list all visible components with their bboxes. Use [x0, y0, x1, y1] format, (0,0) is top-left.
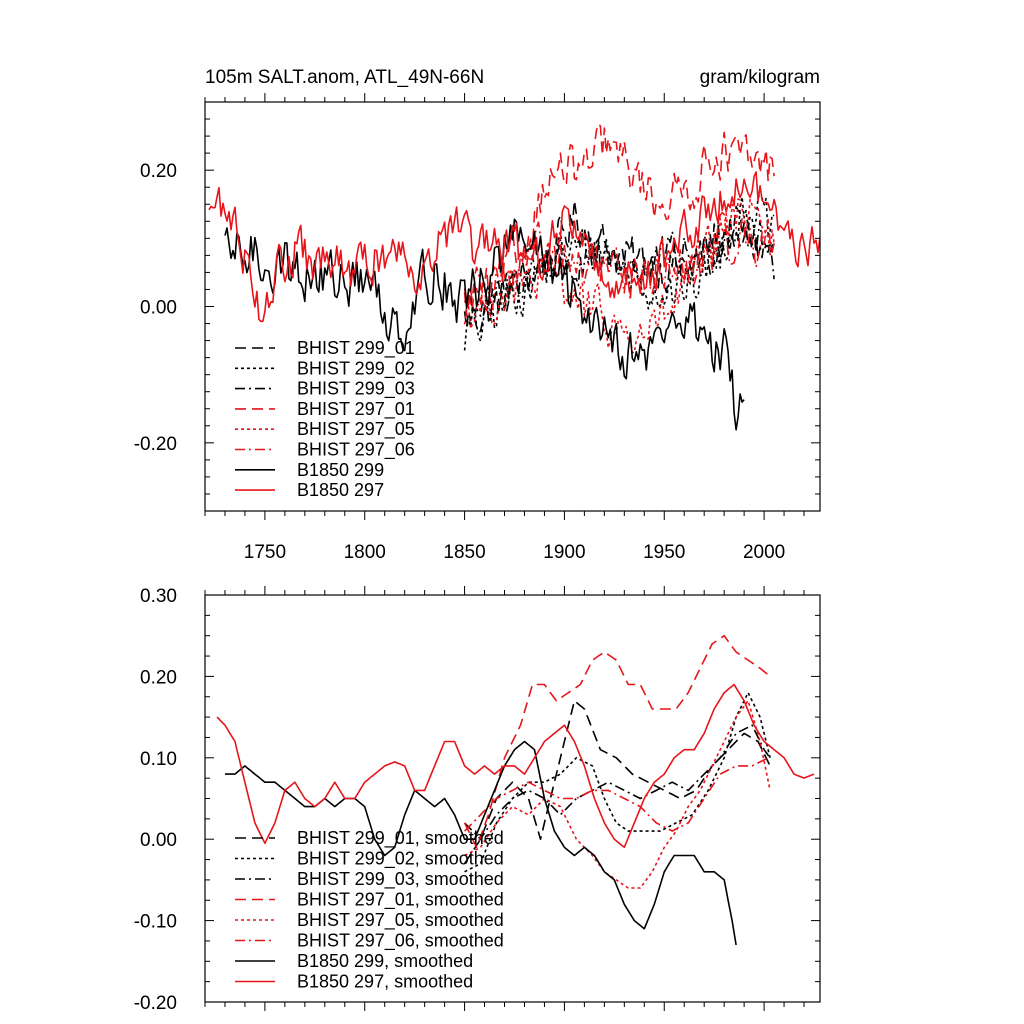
top-legend-label: BHIST 299_02: [297, 358, 415, 379]
bottom-series-bhist-299-01-smoothed: [463, 700, 771, 865]
top-x-tick-label: 1850: [443, 542, 485, 563]
bottom-legend-label: BHIST 297_06, smoothed: [297, 931, 504, 952]
top-legend-label: BHIST 297_05: [297, 419, 415, 440]
top-y-tick-label: 0.00: [140, 298, 177, 319]
bottom-y-tick-label: 0.20: [140, 667, 177, 688]
top-series-bhist-297-01: [463, 123, 775, 318]
bottom-series-b1850-297-smoothed: [216, 683, 815, 849]
bottom-y-tick-label: -0.10: [134, 912, 177, 933]
top-series-bhist-297-06: [463, 211, 775, 314]
bottom-series-bhist-297-06-smoothed: [464, 757, 769, 832]
top-chart-units: gram/kilogram: [700, 67, 820, 88]
bottom-legend-label: BHIST 299_03, smoothed: [297, 869, 504, 890]
bottom-series-bhist-297-01-smoothed: [463, 634, 771, 849]
bottom-y-tick-label: 0.30: [140, 586, 177, 607]
top-plot-area: 1750 1800 1850 1900 1950 2000 -0.20 0.00 0.20 BHI…: [134, 93, 821, 563]
top-x-tick-label: 2000: [743, 542, 785, 563]
bottom-panel: -0.20 -0.10 0.00 0.10 0.20 0.30 BHIST 299_01, …: [134, 586, 821, 1014]
top-y-tick-label: -0.20: [134, 434, 177, 455]
top-legend-label: BHIST 297_06: [297, 440, 415, 461]
bottom-legend-label: B1850 299, smoothed: [297, 951, 473, 971]
top-x-tick-label: 1800: [344, 542, 386, 563]
bottom-legend-label: BHIST 299_02, smoothed: [297, 849, 504, 870]
top-legend-label: BHIST 299_03: [297, 379, 415, 400]
top-chart-title: 105m SALT.anom, ATL_49N-66N: [205, 67, 484, 88]
top-series-bhist-297-05: [463, 198, 775, 354]
top-legend-label: BHIST 299_01: [297, 338, 415, 359]
top-series-b1850-297: [208, 171, 820, 323]
top-y-tick-label: 0.20: [140, 161, 177, 182]
bottom-y-tick-label: 0.10: [140, 749, 177, 770]
bottom-series-bhist-299-03-smoothed: [464, 724, 771, 840]
bottom-series-bhist-297-05-smoothed: [464, 700, 771, 889]
top-x-tick-label: 1950: [643, 542, 685, 563]
top-x-tick-label: 1750: [244, 542, 286, 563]
top-series-b1850-299: [224, 218, 745, 431]
bottom-series-bhist-299-02-smoothed: [464, 691, 771, 873]
top-x-tick-label: 1900: [543, 542, 585, 563]
top-series-bhist-299-02: [463, 194, 775, 351]
bottom-series-b1850-299-smoothed: [225, 740, 737, 946]
top-legend-label: B1850 299: [297, 460, 384, 480]
bottom-legend-label: BHIST 297_05, smoothed: [297, 910, 504, 931]
bottom-legend-label: BHIST 299_01, smoothed: [297, 828, 504, 849]
bottom-y-tick-label: -0.20: [134, 993, 177, 1014]
top-panel: 105m SALT.anom, ATL_49N-66N gram/kilogra…: [134, 67, 821, 563]
bottom-y-tick-label: 0.00: [140, 830, 177, 851]
bottom-legend-label: BHIST 297_01, smoothed: [297, 890, 504, 911]
top-series-bhist-299-01: [463, 199, 775, 334]
top-legend-label: BHIST 297_01: [297, 399, 415, 420]
bottom-legend-label: B1850 297, smoothed: [297, 972, 473, 992]
top-legend-label: B1850 297: [297, 480, 384, 500]
bottom-plot-area: -0.20 -0.10 0.00 0.10 0.20 0.30 BHIST 299_01, …: [134, 586, 821, 1014]
